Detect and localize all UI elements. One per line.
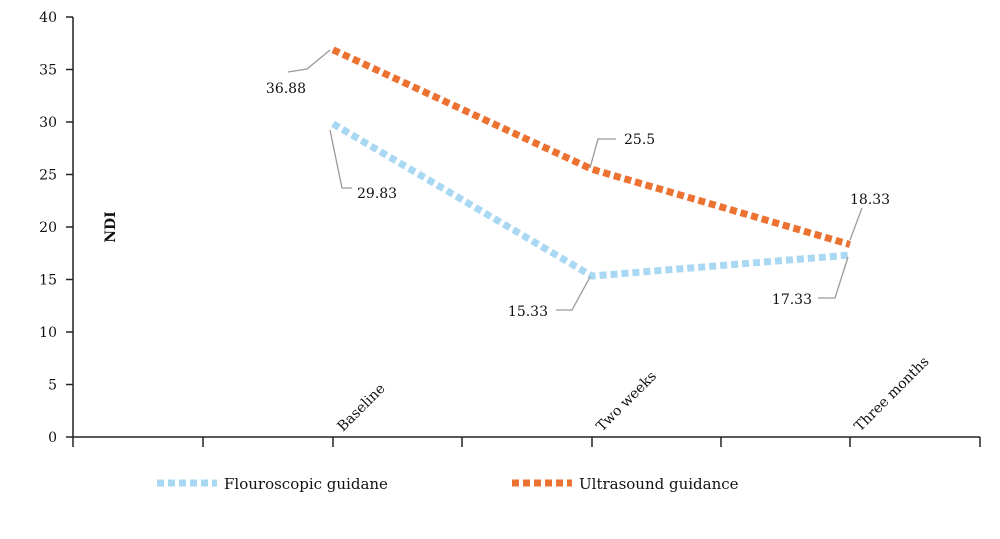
series-line-ultrasound bbox=[331, 46, 851, 248]
data-label: 29.83 bbox=[357, 186, 397, 202]
series-line-flouroscopic bbox=[331, 120, 851, 280]
label-leader-line bbox=[818, 256, 849, 299]
y-tick-label: 5 bbox=[48, 378, 57, 394]
y-tick-label: 25 bbox=[39, 168, 57, 184]
y-tick-label: 0 bbox=[48, 430, 57, 446]
label-leader-line bbox=[556, 276, 591, 311]
data-label: 25.5 bbox=[624, 132, 655, 148]
x-category-label: Three months bbox=[852, 354, 933, 435]
y-tick-label: 35 bbox=[39, 63, 57, 79]
axes: 0 5 10 15 20 25 30 35 40 NDI Baseline Two weeks Thre… bbox=[39, 10, 981, 447]
data-label: 15.33 bbox=[508, 304, 548, 320]
label-leader-line bbox=[329, 129, 352, 189]
data-label: 17.33 bbox=[772, 292, 812, 308]
label-leader-line bbox=[589, 138, 616, 169]
data-label: 36.88 bbox=[266, 81, 306, 97]
label-leader-line bbox=[849, 207, 863, 241]
y-tick-label: 30 bbox=[39, 115, 57, 131]
y-tick-label: 20 bbox=[39, 220, 57, 236]
label-leader-line bbox=[287, 49, 331, 73]
y-tick-label: 15 bbox=[39, 273, 57, 289]
x-category-label: Baseline bbox=[335, 381, 389, 435]
data-labels: 29.83 15.33 17.33 36.88 25.5 18.33 bbox=[266, 49, 890, 320]
y-tick-label: 10 bbox=[39, 325, 57, 341]
legend: Flouroscopic guidane Ultrasound guidance bbox=[157, 475, 739, 493]
x-category-label: Two weeks bbox=[594, 368, 660, 434]
legend-label: Flouroscopic guidane bbox=[224, 475, 388, 493]
y-axis-title: NDI bbox=[103, 211, 119, 243]
data-label: 18.33 bbox=[850, 192, 890, 208]
legend-label: Ultrasound guidance bbox=[579, 475, 739, 493]
y-tick-label: 40 bbox=[39, 10, 57, 26]
series-lines bbox=[331, 46, 851, 280]
